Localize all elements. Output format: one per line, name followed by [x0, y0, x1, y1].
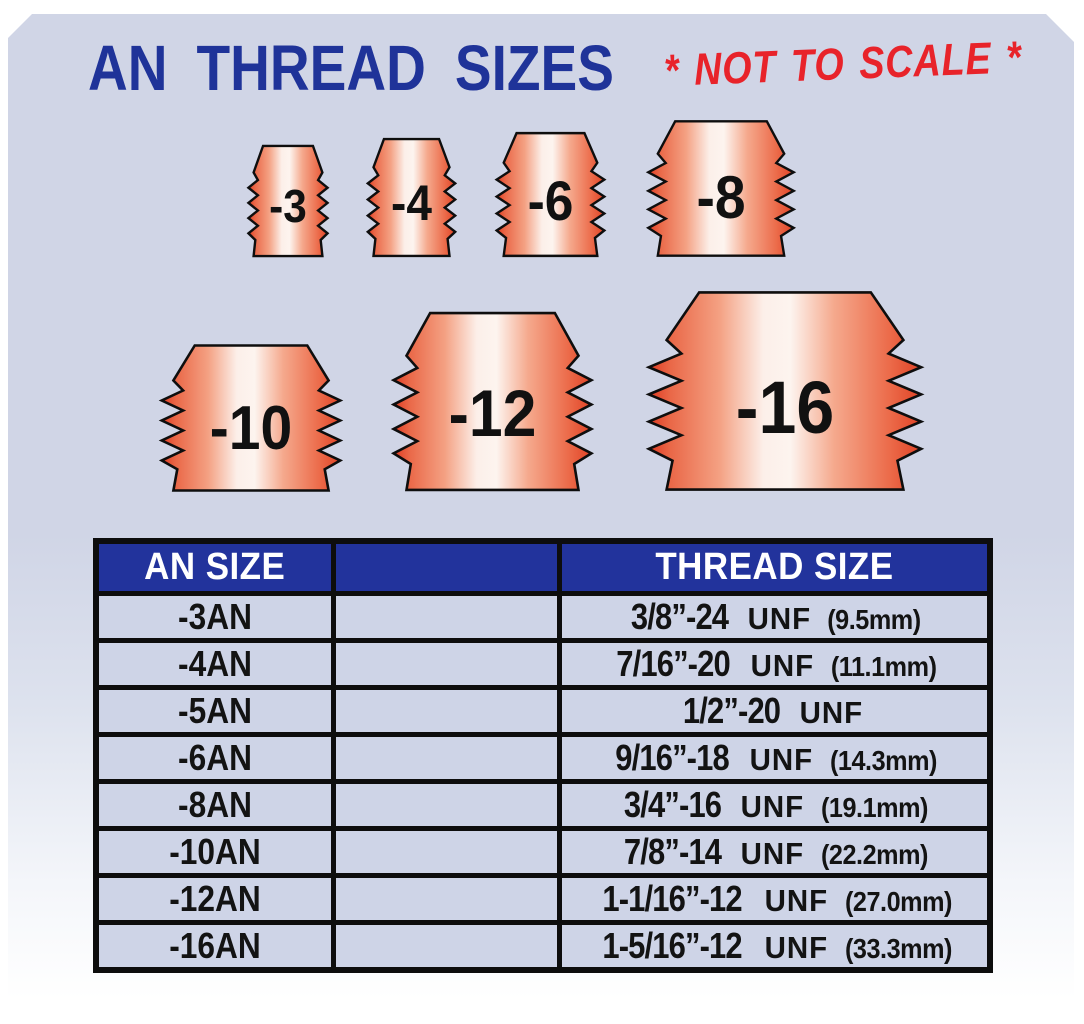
table-row-4an: -4AN 7/16”-20 UNF (11.1mm) — [96, 641, 990, 688]
an-size-value: -8AN — [178, 784, 253, 825]
an-size-value: -6AN — [178, 737, 253, 778]
thread-standard: UNF — [748, 601, 812, 636]
table-row-6an: -6AN 9/16”-18 UNF (14.3mm) — [96, 735, 990, 782]
thread-size-value: 3/4”-16 — [623, 784, 722, 825]
thread-metric: (11.1mm) — [830, 651, 937, 682]
header-an-size: AN SIZE — [96, 541, 334, 594]
an-size-value: -5AN — [178, 690, 253, 731]
thread-size-value: 1/2”-20 — [683, 690, 781, 731]
header-thread-size-label: THREAD SIZE — [655, 546, 894, 588]
header-an-size-label: AN SIZE — [144, 546, 286, 588]
thread-standard: UNF — [750, 648, 815, 683]
empty-cell — [334, 782, 560, 829]
an-thread-size-table: AN SIZE THREAD SIZE -3AN 3/8”-24 UNF (9.5m… — [93, 538, 993, 973]
thread-metric: (14.3mm) — [830, 745, 938, 776]
an6-fitting-diagram: -6 — [492, 131, 609, 258]
thread-metric: (27.0mm) — [845, 886, 953, 917]
table-row-12an: -12AN 1-1/16”-12 UNF (27.0mm) — [96, 876, 990, 923]
an-size-value: -10AN — [169, 831, 261, 872]
thread-fitting-shape — [245, 144, 331, 258]
table-row-16an: -16AN 1-5/16”-12 UNF (33.3mm) — [96, 923, 990, 971]
thread-metric: (19.1mm) — [820, 792, 928, 823]
fitting-diagram-row-large: -10 -12 -16 — [154, 288, 933, 493]
an10-fitting-diagram: -10 — [154, 343, 348, 493]
thread-fitting-shape — [154, 343, 348, 493]
empty-cell — [334, 876, 560, 923]
an3-fitting-diagram: -3 — [245, 144, 331, 258]
an8-fitting-diagram: -8 — [642, 119, 800, 258]
an-size-value: -12AN — [169, 878, 261, 919]
thread-standard: UNF — [750, 742, 814, 777]
not-to-scale-label: * NOT TO SCALE * — [662, 31, 1023, 96]
thread-size-value: 7/8”-14 — [623, 831, 722, 872]
thread-fitting-shape — [385, 310, 600, 493]
table-header-row: AN SIZE THREAD SIZE — [96, 541, 990, 594]
thread-standard: UNF — [740, 836, 804, 871]
an12-fitting-diagram: -12 — [385, 310, 600, 493]
thread-fitting-shape — [642, 119, 800, 258]
an-size-value: -4AN — [178, 643, 253, 684]
fitting-diagram-row-small: -3 -4 -6 -8 — [245, 117, 800, 258]
thread-size-value: 1-1/16”-12 — [602, 878, 743, 919]
page-title: AN THREAD SIZES — [88, 32, 614, 104]
an-size-value: -16AN — [169, 925, 261, 966]
thread-metric: (33.3mm) — [845, 933, 953, 964]
thread-metric: (9.5mm) — [827, 604, 921, 635]
thread-standard: UNF — [740, 789, 804, 824]
title-row: AN THREAD SIZES * NOT TO SCALE * — [8, 14, 1074, 124]
empty-cell — [334, 688, 560, 735]
empty-cell — [334, 594, 560, 641]
thread-metric: (22.2mm) — [820, 839, 928, 870]
an4-fitting-diagram: -4 — [364, 137, 459, 258]
empty-cell — [334, 641, 560, 688]
thread-standard: UNF — [765, 930, 829, 965]
thread-size-value: 7/16”-20 — [616, 643, 730, 684]
thread-size-value: 3/8”-24 — [631, 596, 729, 637]
thread-size-value: 9/16”-18 — [615, 737, 730, 778]
empty-cell — [334, 735, 560, 782]
empty-cell — [334, 923, 560, 971]
table-row-3an: -3AN 3/8”-24 UNF (9.5mm) — [96, 594, 990, 641]
chart-panel: AN THREAD SIZES * NOT TO SCALE * -3 -4 -… — [8, 14, 1074, 1012]
an-size-value: -3AN — [178, 596, 253, 637]
table-row-10an: -10AN 7/8”-14 UNF (22.2mm) — [96, 829, 990, 876]
thread-size-value: 1-5/16”-12 — [602, 925, 743, 966]
table-row-8an: -8AN 3/4”-16 UNF (19.1mm) — [96, 782, 990, 829]
thread-standard: UNF — [800, 695, 864, 730]
thread-fitting-shape — [364, 137, 459, 258]
thread-fitting-shape — [637, 289, 933, 493]
header-thread-size: THREAD SIZE — [560, 541, 990, 594]
empty-cell — [334, 829, 560, 876]
an16-fitting-diagram: -16 — [637, 289, 933, 493]
header-middle-empty — [334, 541, 560, 594]
table-row-5an: -5AN 1/2”-20 UNF — [96, 688, 990, 735]
thread-fitting-shape — [492, 131, 609, 258]
thread-standard: UNF — [765, 883, 829, 918]
thread-size-table-wrap: AN SIZE THREAD SIZE -3AN 3/8”-24 UNF (9.5m… — [93, 538, 993, 973]
